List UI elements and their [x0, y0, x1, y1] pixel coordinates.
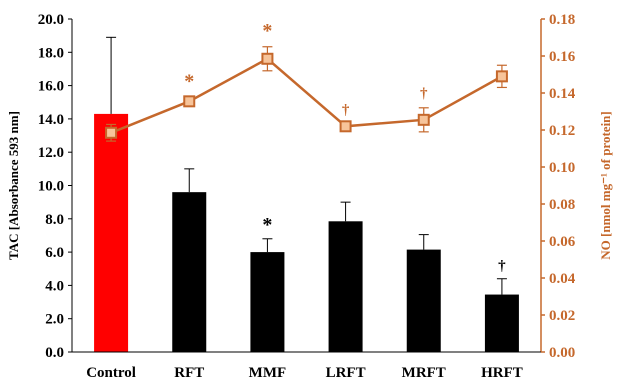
left-tick-label: 12.0: [38, 145, 64, 161]
right-tick-label: 0.16: [549, 49, 576, 65]
no-point-mmf: [261, 52, 274, 65]
right-tick-label: 0.04: [549, 271, 576, 287]
no-point-mrft: [417, 113, 430, 126]
left-tick-label: 20.0: [38, 12, 64, 28]
bar-lrft: [328, 221, 363, 352]
right-tick-label: 0.14: [549, 86, 576, 102]
right-tick-label: 0.00: [549, 345, 575, 361]
x-tick-label-lrft: LRFT: [326, 365, 366, 381]
no-marker-mrft: †: [420, 86, 428, 102]
no-point-control: [105, 126, 118, 139]
left-tick-label: 10.0: [38, 179, 64, 195]
no-line: [110, 57, 503, 134]
left-tick-label: 4.0: [45, 278, 64, 294]
right-tick-label: 0.06: [549, 234, 576, 250]
left-tick-label: 0.0: [45, 345, 64, 361]
no-marker-rft: *: [184, 71, 194, 93]
no-marker-mmf: *: [262, 20, 272, 42]
bar-control: [94, 113, 129, 352]
right-tick-label: 0.18: [549, 12, 575, 28]
bar-marker-mmf: *: [262, 214, 272, 236]
left-tick-label: 14.0: [38, 112, 64, 128]
bar-rft: [172, 192, 207, 352]
left-tick-label: 18.0: [38, 45, 64, 61]
bar-mmf: [250, 252, 285, 352]
x-tick-label-mrft: MRFT: [402, 365, 446, 381]
left-tick-label: 6.0: [45, 245, 64, 261]
no-point-hrft: [495, 70, 508, 83]
x-tick-label-mmf: MMF: [249, 365, 286, 381]
x-tick-label-control: Control: [86, 365, 136, 381]
left-tick-label: 2.0: [45, 312, 64, 328]
right-tick-label: 0.10: [549, 160, 575, 176]
bar-hrft: [484, 294, 519, 352]
bar-mrft: [406, 249, 441, 352]
no-marker-lrft: †: [342, 102, 350, 118]
x-tick-label-hrft: HRFT: [481, 365, 523, 381]
right-tick-label: 0.02: [549, 308, 575, 324]
right-tick-label: 0.12: [549, 123, 575, 139]
right-tick-label: 0.08: [549, 197, 575, 213]
left-tick-label: 8.0: [45, 212, 64, 228]
bar-marker-hrft: †: [498, 259, 506, 275]
left-axis-title: TAC [Absorbance 593 nm]: [6, 111, 21, 260]
no-point-rft: [183, 95, 196, 108]
left-tick-label: 16.0: [38, 79, 64, 95]
no-point-lrft: [339, 120, 352, 133]
right-axis-title: NO [nmol mg⁻¹ of protein]: [598, 111, 613, 259]
x-tick-label-rft: RFT: [174, 365, 204, 381]
